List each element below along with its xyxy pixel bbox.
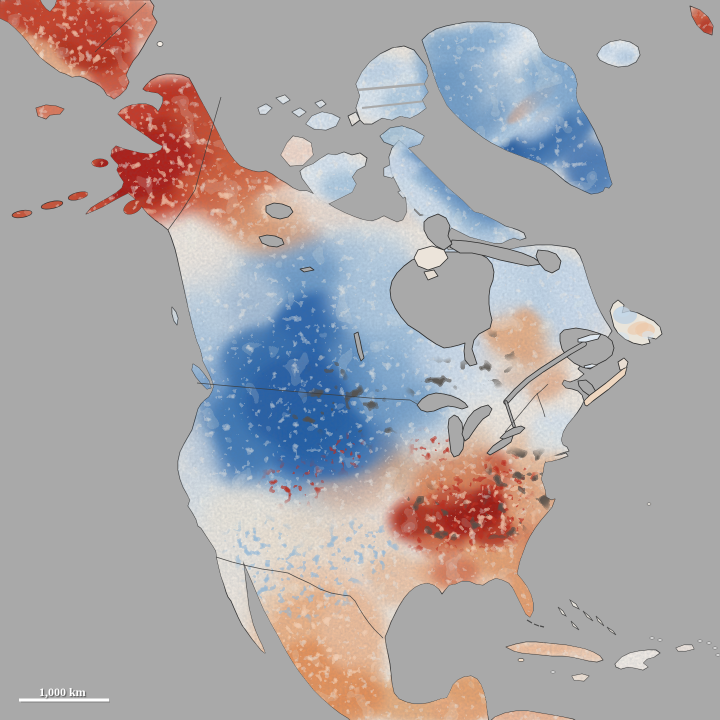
svg-text:1,000 km: 1,000 km xyxy=(39,685,86,699)
